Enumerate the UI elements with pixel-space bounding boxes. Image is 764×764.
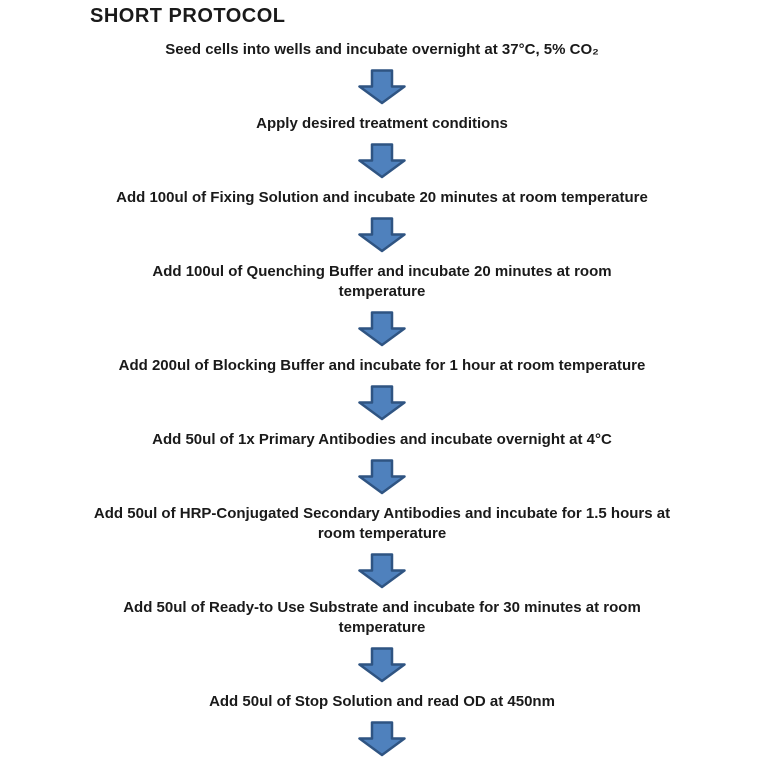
down-arrow-icon (358, 217, 406, 253)
protocol-step-secondary-antibodies: Add 50ul of HRP-Conjugated Secondary Ant… (93, 505, 671, 542)
down-arrow-icon (358, 143, 406, 179)
down-arrow-icon (358, 311, 406, 347)
down-arrow-icon (358, 647, 406, 683)
protocol-step-blocking-buffer: Add 200ul of Blocking Buffer and incubat… (118, 357, 646, 374)
protocol-step-stop-solution: Add 50ul of Stop Solution and read OD at… (209, 693, 555, 710)
protocol-step-primary-antibodies: Add 50ul of 1x Primary Antibodies and in… (152, 431, 612, 448)
page-title: SHORT PROTOCOL (90, 5, 286, 27)
protocol-step-fixing-solution: Add 100ul of Fixing Solution and incubat… (116, 189, 648, 206)
down-arrow-icon (358, 459, 406, 495)
down-arrow-icon (358, 69, 406, 105)
protocol-step-apply-treatment: Apply desired treatment conditions (256, 115, 508, 132)
down-arrow-icon (358, 721, 406, 757)
protocol-step-substrate: Add 50ul of Ready-to Use Substrate and i… (123, 599, 641, 636)
protocol-step-quenching-buffer: Add 100ul of Quenching Buffer and incuba… (152, 263, 612, 300)
protocol-step-seed-cells: Seed cells into wells and incubate overn… (165, 41, 599, 58)
down-arrow-icon (358, 553, 406, 589)
down-arrow-icon (358, 385, 406, 421)
